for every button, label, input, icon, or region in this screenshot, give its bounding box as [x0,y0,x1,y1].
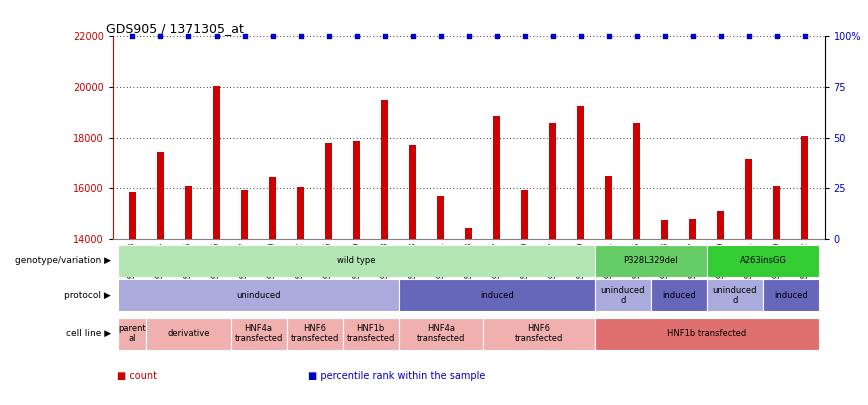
Bar [185,186,192,239]
Text: HNF6
transfected: HNF6 transfected [515,324,563,343]
Bar [118,318,147,350]
Bar [718,211,725,239]
Point [742,33,756,40]
Text: ■ percentile rank within the sample: ■ percentile rank within the sample [308,371,485,381]
Bar [522,190,529,239]
Bar [746,159,753,239]
Bar [493,116,500,239]
Point [350,33,364,40]
Text: wild type: wild type [338,256,376,265]
Bar [269,177,276,239]
Point [770,33,784,40]
Text: HNF1b transfected: HNF1b transfected [667,329,746,338]
Point [434,33,448,40]
Text: derivative: derivative [168,329,210,338]
Point [238,33,252,40]
Bar [326,143,332,239]
Bar [231,318,286,350]
Bar [118,279,398,311]
Text: induced: induced [662,291,696,300]
Text: GDS905 / 1371305_at: GDS905 / 1371305_at [106,22,244,35]
Text: uninduced
d: uninduced d [601,286,645,305]
Text: A263insGG: A263insGG [740,256,786,265]
Bar [353,141,360,239]
Bar [409,145,416,239]
Point [405,33,419,40]
Bar [661,220,668,239]
Bar [595,279,651,311]
Bar [707,245,819,277]
Text: uninduced: uninduced [236,291,281,300]
Bar [398,279,595,311]
Point [518,33,532,40]
Text: HNF4a
transfected: HNF4a transfected [417,324,465,343]
Point [686,33,700,40]
Bar [437,196,444,239]
Text: P328L329del: P328L329del [623,256,678,265]
Text: HNF4a
transfected: HNF4a transfected [234,324,283,343]
Bar [801,136,808,239]
Text: genotype/variation ▶: genotype/variation ▶ [15,256,111,265]
Point [322,33,336,40]
Bar [381,100,388,239]
Bar [773,186,780,239]
Point [546,33,560,40]
Bar [213,86,220,239]
Point [798,33,812,40]
Point [126,33,140,40]
Text: ■ count: ■ count [117,371,157,381]
Text: cell line ▶: cell line ▶ [66,329,111,338]
Point [181,33,195,40]
Point [630,33,644,40]
Bar [689,219,696,239]
Point [293,33,307,40]
Bar [549,122,556,239]
Bar [483,318,595,350]
Bar [465,228,472,239]
Text: HNF6
transfected: HNF6 transfected [291,324,339,343]
Bar [605,176,612,239]
Text: parent
al: parent al [119,324,147,343]
Point [266,33,279,40]
Bar [651,279,707,311]
Text: induced: induced [480,291,514,300]
Text: induced: induced [774,291,808,300]
Bar [343,318,398,350]
Bar [286,318,343,350]
Point [574,33,588,40]
Bar [634,122,641,239]
Text: protocol ▶: protocol ▶ [64,291,111,300]
Bar [707,279,763,311]
Point [490,33,503,40]
Text: uninduced
d: uninduced d [713,286,757,305]
Point [714,33,728,40]
Bar [129,192,136,239]
Bar [297,187,304,239]
Bar [595,318,819,350]
Point [462,33,476,40]
Point [658,33,672,40]
Point [209,33,223,40]
Point [154,33,168,40]
Bar [147,318,231,350]
Text: HNF1b
transfected: HNF1b transfected [346,324,395,343]
Point [602,33,615,40]
Bar [118,245,595,277]
Bar [763,279,819,311]
Bar [398,318,483,350]
Bar [157,151,164,239]
Bar [577,106,584,239]
Bar [241,190,248,239]
Bar [595,245,707,277]
Point [378,33,391,40]
